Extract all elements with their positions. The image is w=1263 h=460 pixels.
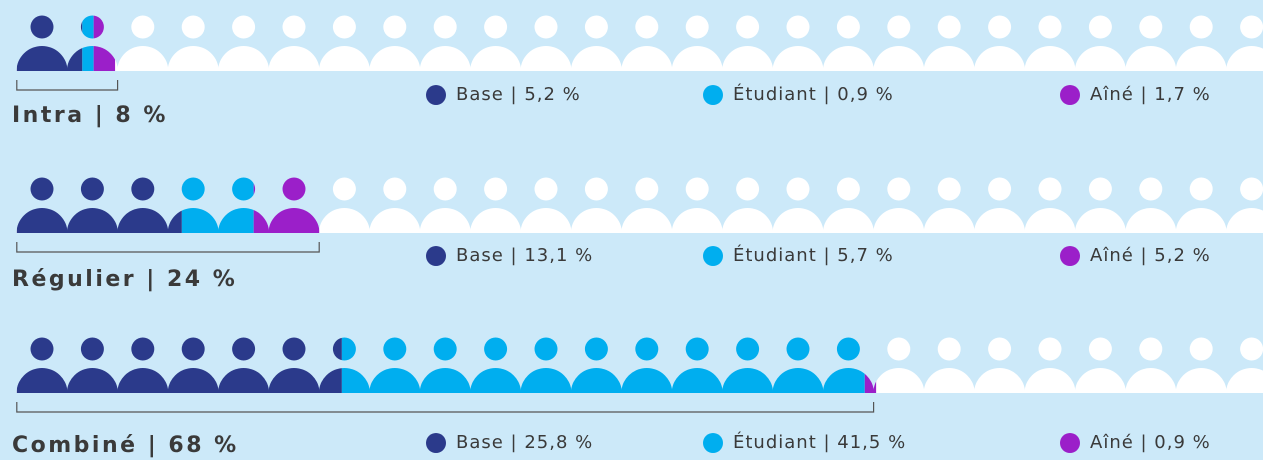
legend-dot [426,85,446,105]
legend-label: Aîné | 1,7 % [1090,84,1211,105]
bracket [16,402,875,413]
legend-label: Étudiant | 41,5 % [733,431,906,453]
legend-dot [703,246,723,266]
legend-label: Base | 13,1 % [456,245,593,266]
legend-label: Aîné | 5,2 % [1090,245,1211,266]
legend-label: Base | 5,2 % [456,84,581,105]
legend-dot [1060,85,1080,105]
legend-dot [1060,433,1080,453]
legend-label: Étudiant | 5,7 % [733,244,894,266]
legend-label: Étudiant | 0,9 % [733,83,894,105]
legend-dot [426,246,446,266]
row-title: Intra | 8 % [12,103,168,128]
bracket [16,80,119,91]
legend-dot [703,433,723,453]
legend-dot [1060,246,1080,266]
legend-dot [426,433,446,453]
row-title: Régulier | 24 % [12,267,237,292]
legend-label: Base | 25,8 % [456,432,593,453]
legend-dot [703,85,723,105]
row-title: Combiné | 68 % [12,433,239,458]
bracket [16,242,320,253]
legend-label: Aîné | 0,9 % [1090,432,1211,453]
